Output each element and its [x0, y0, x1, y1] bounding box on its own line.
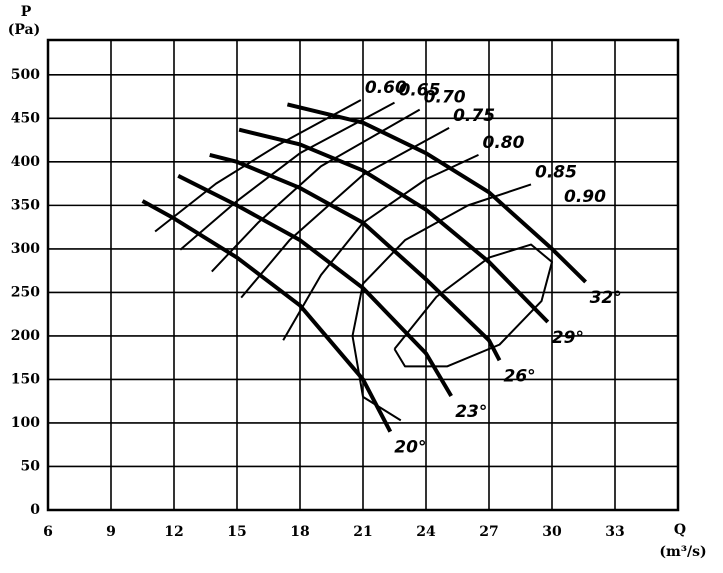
x-tick-label: 27	[479, 524, 498, 540]
curve	[240, 127, 450, 299]
x-label: Q	[674, 522, 686, 538]
y-label: P	[21, 4, 32, 20]
y-tick-label: 100	[11, 415, 40, 431]
x-tick-label: 30	[542, 524, 562, 540]
curve	[238, 127, 550, 324]
y-tick-label: 350	[11, 197, 40, 213]
x-tick-label: 6	[43, 524, 53, 540]
curve	[393, 243, 553, 368]
curve-label: 26°	[504, 366, 536, 386]
y-tick-label: 150	[11, 371, 40, 387]
y-tick-label: 400	[11, 154, 40, 170]
x-tick-label: 21	[353, 524, 372, 540]
x-tick-label: 18	[290, 524, 309, 540]
curve	[141, 199, 393, 433]
curve-label: 0.65	[399, 81, 441, 101]
curve-label: 0.75	[453, 106, 495, 126]
plot-frame	[46, 38, 680, 512]
x-tick-label: 24	[416, 524, 436, 540]
curve	[177, 173, 453, 397]
curve	[154, 99, 362, 233]
curve-label: 0.85	[535, 162, 577, 182]
x-tick-label: 15	[227, 524, 246, 540]
curve-label: 32°	[590, 288, 622, 308]
curve	[179, 101, 395, 251]
y-tick-label: 0	[30, 502, 40, 518]
curve-label: 20°	[394, 438, 426, 458]
y-tick-label: 200	[11, 328, 40, 344]
curve-label: 0.60	[365, 78, 407, 98]
curve	[211, 108, 421, 273]
y-tick-label: 250	[11, 284, 40, 300]
curve-label: 0.90	[564, 187, 606, 207]
x-tick-label: 12	[164, 524, 183, 540]
y-unit: (Pa)	[8, 22, 40, 38]
y-tick-label: 50	[21, 458, 41, 474]
x-unit: (m³/s)	[659, 544, 706, 560]
curve-label: 0.80	[483, 133, 525, 153]
curve-label: 23°	[455, 402, 487, 422]
curve	[286, 102, 588, 284]
y-tick-label: 300	[11, 241, 40, 257]
curve-label: 0.70	[424, 88, 466, 108]
curve	[351, 183, 532, 422]
y-tick-label: 450	[11, 110, 40, 126]
curve	[282, 153, 479, 341]
x-tick-label: 33	[605, 524, 624, 540]
y-tick-label: 500	[11, 67, 40, 83]
curve-label: 29°	[552, 328, 584, 348]
x-tick-label: 9	[106, 524, 116, 540]
